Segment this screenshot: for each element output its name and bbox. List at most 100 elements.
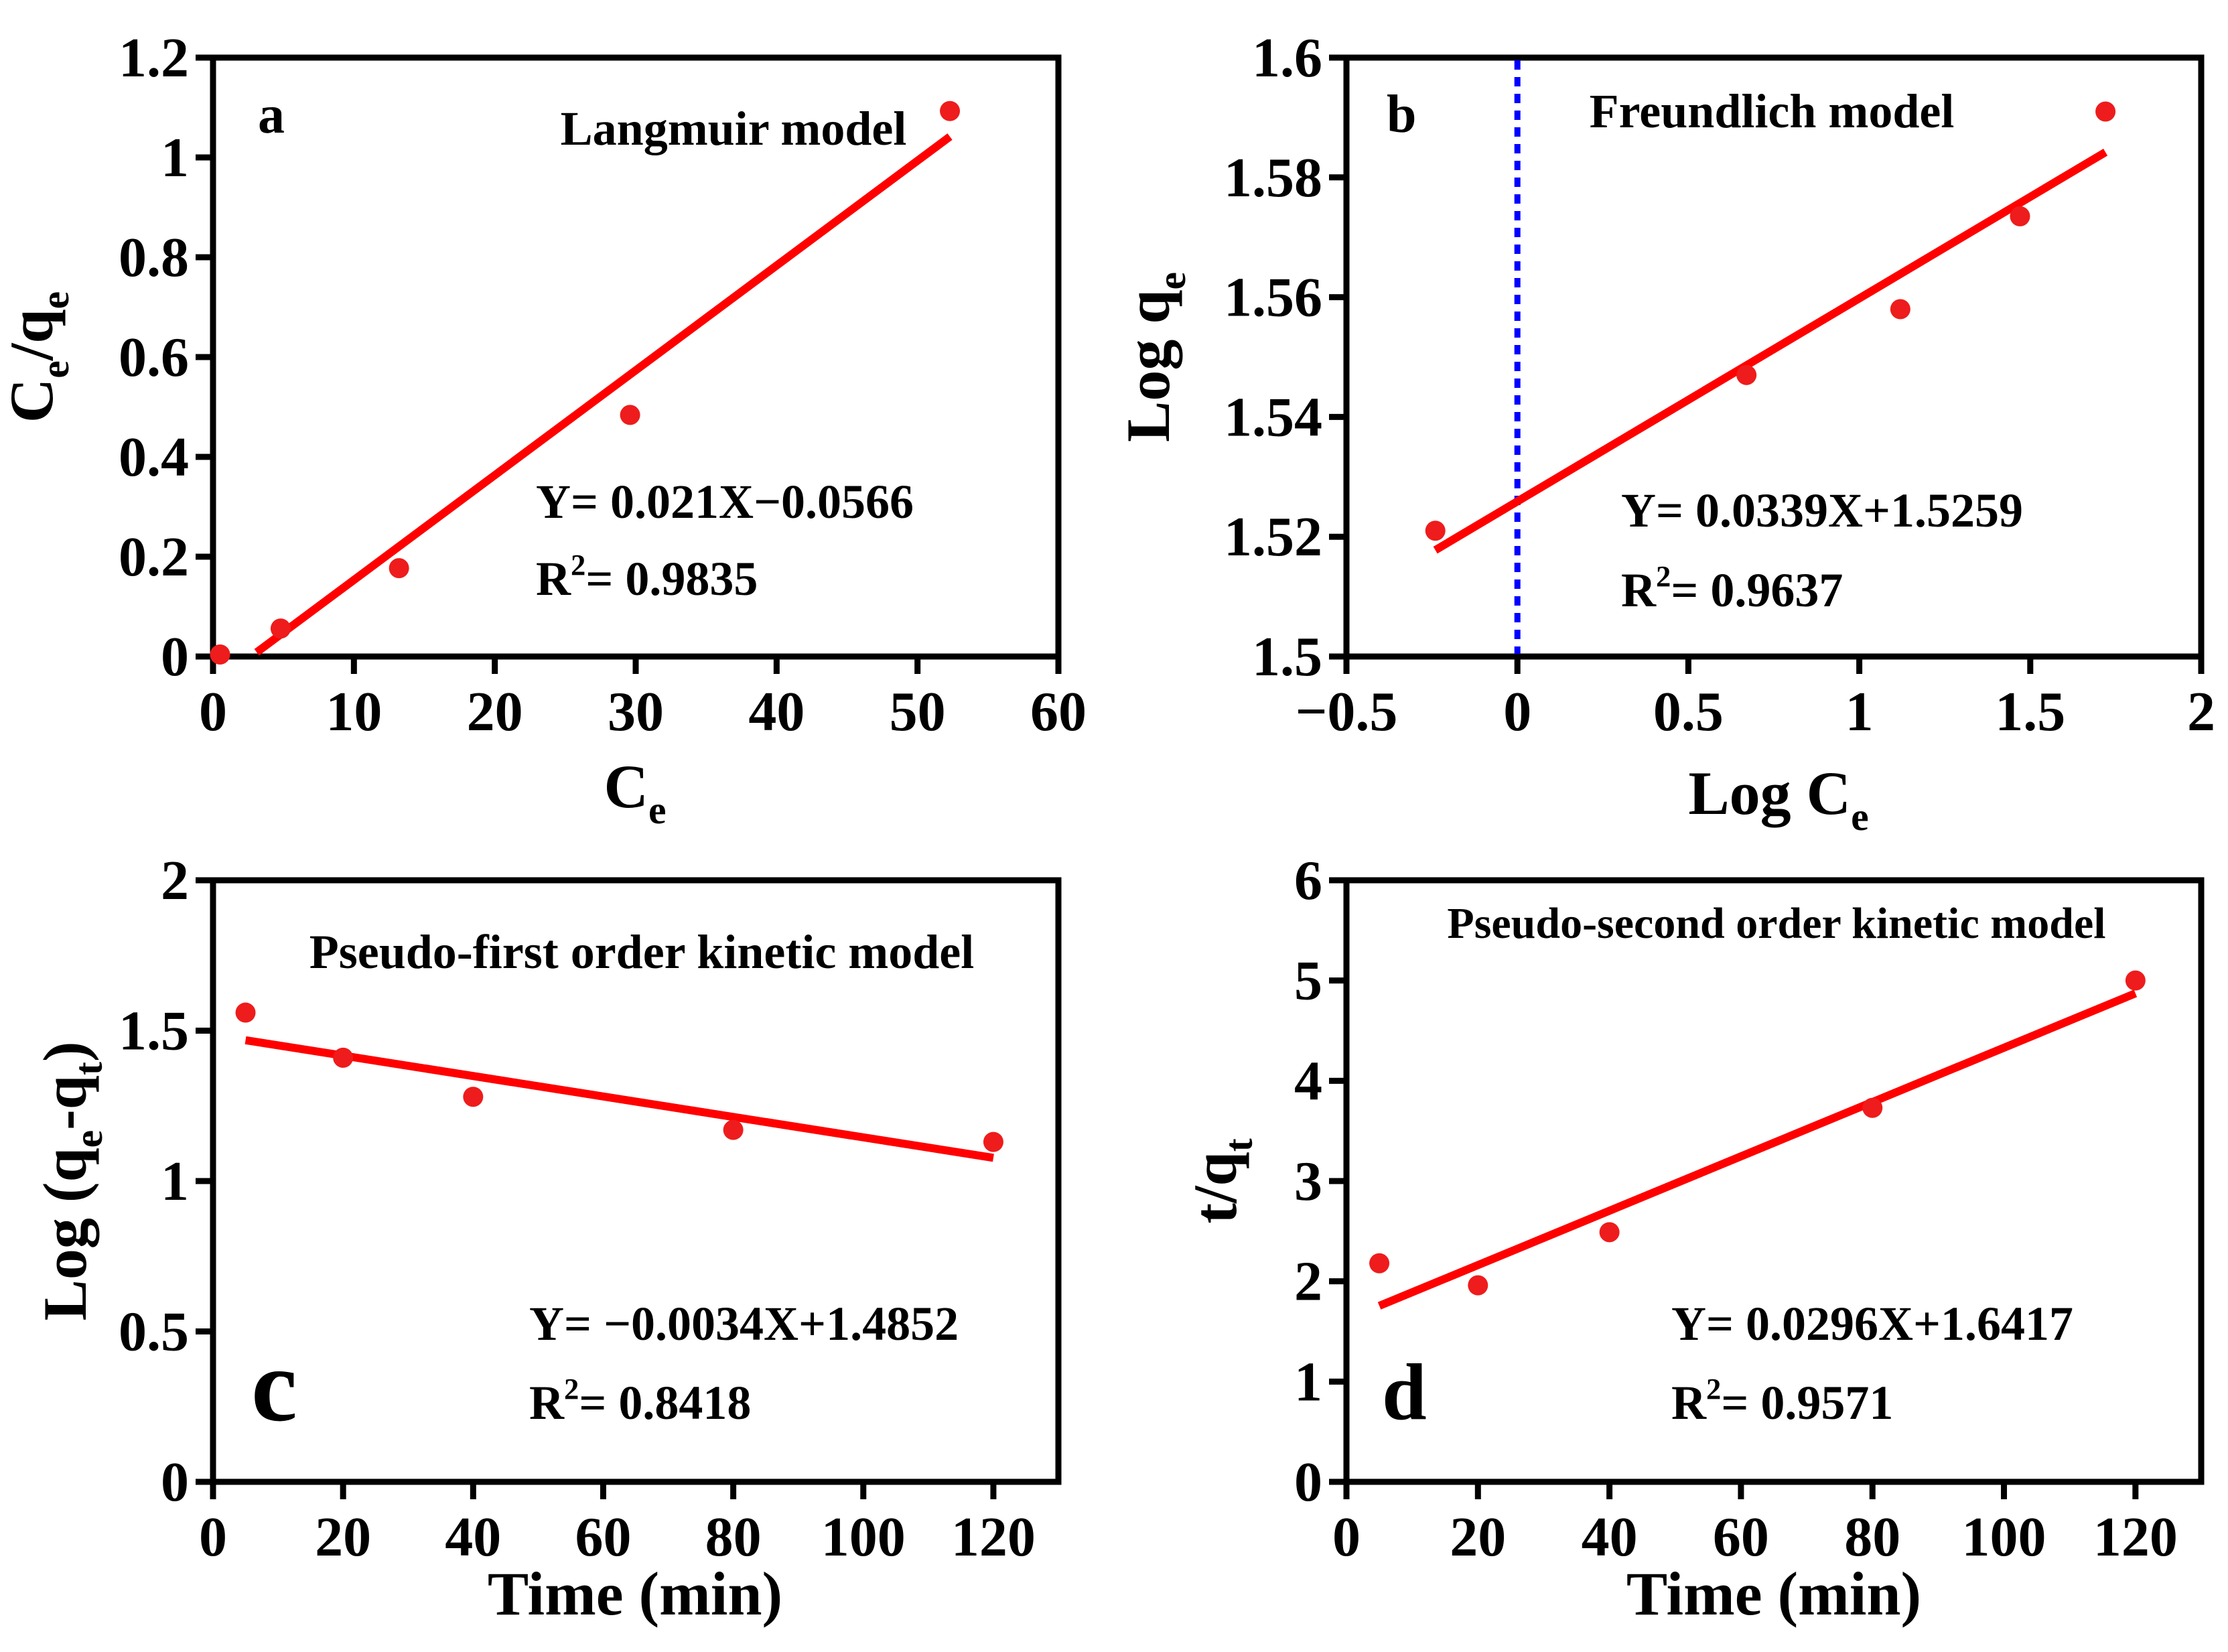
fit-line xyxy=(245,1036,994,1162)
data-point xyxy=(1862,1097,1883,1118)
x-tick-label: 0 xyxy=(199,681,227,743)
plot-frame xyxy=(1343,54,2205,660)
x-tick-label: 60 xyxy=(1713,1506,1769,1568)
x-tick-label: 1.5 xyxy=(1995,681,2065,743)
fit-equation: Y= −0.0034X+1.4852 xyxy=(529,1297,959,1351)
model-title: Freundlich model xyxy=(1590,84,1955,138)
data-point xyxy=(1736,364,1757,385)
data-point xyxy=(389,558,409,579)
y-tick-label: 1 xyxy=(161,127,189,189)
y-tick-label: 1 xyxy=(1294,1351,1322,1413)
x-tick-label: 10 xyxy=(326,681,382,743)
x-tick-label: 120 xyxy=(2093,1506,2178,1568)
x-axis-label: Ce xyxy=(604,752,667,832)
fit-equation: Y= 0.0339X+1.5259 xyxy=(1621,484,2023,537)
data-point xyxy=(1599,1222,1620,1243)
x-tick-label: 0 xyxy=(1332,1506,1361,1568)
y-tick-label: 0 xyxy=(161,1451,189,1513)
x-tick-label: 80 xyxy=(705,1506,762,1568)
y-tick-label: 1 xyxy=(161,1150,189,1213)
y-tick-label: 0.4 xyxy=(119,426,189,488)
y-tick-label: 1.52 xyxy=(1224,506,1322,568)
y-tick-label: 1.5 xyxy=(119,1000,189,1062)
data-point xyxy=(2010,206,2030,226)
y-axis-label: Log qe xyxy=(1114,272,1194,442)
x-tick-label: 120 xyxy=(951,1506,1036,1568)
r-squared: R2= 0.9835 xyxy=(536,548,758,606)
y-tick-label: 0.8 xyxy=(119,226,189,289)
x-tick-label: 0 xyxy=(199,1506,227,1568)
r-squared: R2= 0.8418 xyxy=(529,1372,751,1430)
x-tick-label: 20 xyxy=(1450,1506,1506,1568)
y-tick-label: 6 xyxy=(1294,849,1322,912)
data-point xyxy=(235,1002,256,1023)
fit-line xyxy=(254,133,953,656)
x-tick-label: 0.5 xyxy=(1653,681,1724,743)
x-tick-label: 40 xyxy=(748,681,805,743)
r-squared: R2= 0.9637 xyxy=(1621,559,1843,617)
panel-letter: d xyxy=(1382,1347,1427,1436)
data-point xyxy=(620,405,640,425)
r-squared: R2= 0.9571 xyxy=(1671,1372,1893,1430)
y-axis-label: Log (qe-qt) xyxy=(31,1041,111,1320)
y-tick-label: 1.6 xyxy=(1252,27,1322,89)
fit-line xyxy=(1377,989,2138,1310)
x-tick-label: 80 xyxy=(1844,1506,1900,1568)
x-tick-label: 50 xyxy=(890,681,946,743)
x-tick-label: 60 xyxy=(575,1506,631,1568)
y-tick-label: 2 xyxy=(161,849,189,912)
y-tick-label: 4 xyxy=(1294,1050,1322,1112)
y-tick-label: 0 xyxy=(1294,1451,1322,1513)
data-point xyxy=(2125,970,2146,991)
panel-letter: a xyxy=(258,86,285,145)
data-point xyxy=(1369,1253,1390,1274)
x-axis-label: Time (min) xyxy=(488,1560,782,1628)
y-tick-label: 1.2 xyxy=(119,27,189,89)
fit-line xyxy=(1433,149,2108,554)
x-tick-label: 30 xyxy=(608,681,664,743)
y-tick-label: 1.56 xyxy=(1224,267,1322,329)
x-tick-label: −0.5 xyxy=(1296,681,1398,743)
y-tick-label: 0.2 xyxy=(119,526,189,588)
x-tick-label: 40 xyxy=(445,1506,501,1568)
fit-equation: Y= 0.021X−0.0566 xyxy=(536,475,914,529)
y-axis-label: t/qt xyxy=(1181,1138,1261,1223)
panel-letter: c xyxy=(251,1328,297,1443)
y-axis-label: Ce/qe xyxy=(0,291,77,423)
y-tick-label: 1.58 xyxy=(1224,147,1322,209)
x-tick-label: 20 xyxy=(315,1506,371,1568)
x-tick-label: 1 xyxy=(1846,681,1874,743)
model-title: Langmuir model xyxy=(561,102,907,155)
data-point xyxy=(2095,101,2116,122)
x-axis-label: Time (min) xyxy=(1626,1560,1921,1628)
y-tick-label: 5 xyxy=(1294,950,1322,1012)
data-point xyxy=(333,1047,354,1068)
y-tick-label: 2 xyxy=(1294,1251,1322,1313)
x-tick-label: 100 xyxy=(1962,1506,2046,1568)
model-title: Pseudo-first order kinetic model xyxy=(309,925,975,979)
data-point xyxy=(210,644,230,665)
data-point xyxy=(270,618,291,639)
chart-panel-d: 0 20 40 60 80 100 120 0 1 2 3 4 5 6 d Pseudo-second ord… xyxy=(1181,849,2205,1628)
y-tick-label: 1.5 xyxy=(1252,626,1322,688)
x-tick-label: 20 xyxy=(467,681,523,743)
model-title: Pseudo-second order kinetic model xyxy=(1447,899,2105,948)
data-point xyxy=(1425,521,1446,541)
y-tick-label: 0 xyxy=(161,626,189,688)
data-point xyxy=(1890,299,1910,320)
x-tick-label: 60 xyxy=(1030,681,1087,743)
chart-panel-b: −0.5 0 0.5 1 1.5 21.51.521.541.561.581.6b Freu… xyxy=(1114,27,2215,839)
chart-panel-a: 0 10 20 30 40 50 60 0 0.2 0.4 0.6 0.8 1 1.2 a Langmuir … xyxy=(0,27,1087,832)
x-tick-label: 0 xyxy=(1503,681,1531,743)
chart-panel-c: 0 20 40 60 80 100 120 0 0.5 1 1.5 2 c Pseudo-first or… xyxy=(31,849,1062,1628)
x-tick-label: 2 xyxy=(2187,681,2215,743)
y-tick-label: 0.6 xyxy=(119,326,189,389)
y-tick-label: 3 xyxy=(1294,1150,1322,1213)
data-point xyxy=(983,1131,1003,1152)
y-tick-label: 1.54 xyxy=(1224,386,1322,448)
x-tick-label: 40 xyxy=(1582,1506,1638,1568)
y-tick-label: 0.5 xyxy=(119,1301,189,1363)
data-point xyxy=(723,1119,744,1140)
fit-equation: Y= 0.0296X+1.6417 xyxy=(1671,1297,2073,1351)
